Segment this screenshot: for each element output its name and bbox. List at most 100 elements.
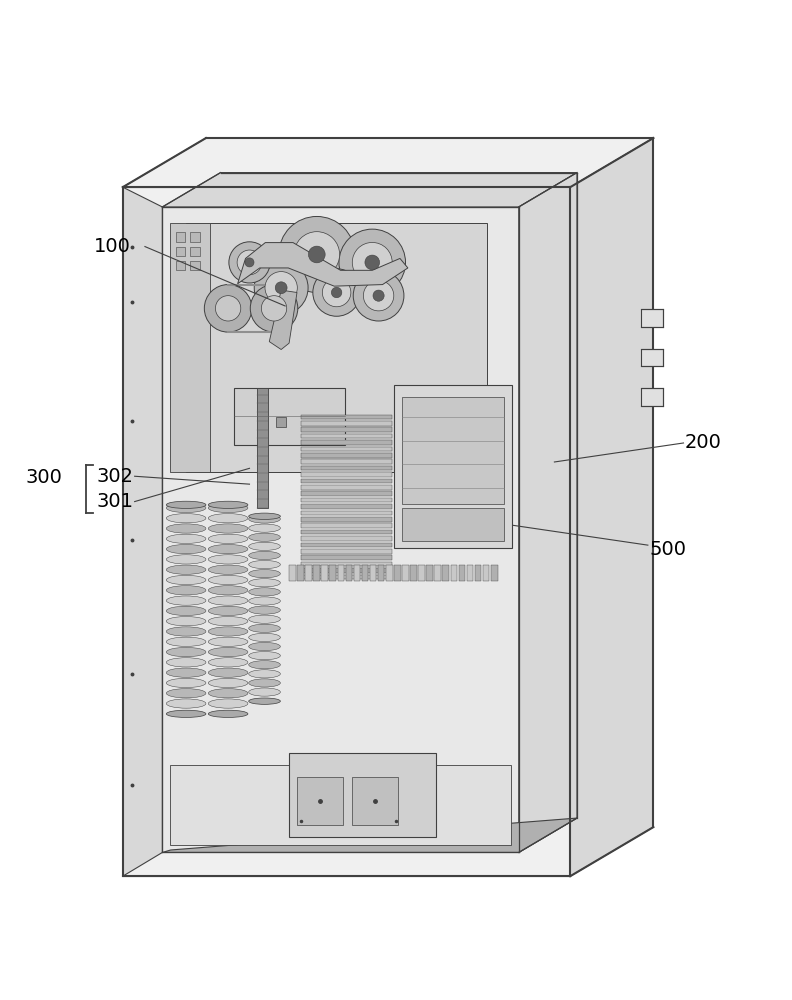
Text: 100: 100 — [93, 237, 131, 256]
Ellipse shape — [208, 575, 248, 585]
Ellipse shape — [249, 515, 280, 523]
Bar — [301, 575, 392, 579]
Bar — [257, 388, 268, 508]
Ellipse shape — [166, 699, 206, 708]
Polygon shape — [641, 388, 663, 406]
Bar — [301, 568, 392, 573]
Bar — [301, 472, 392, 477]
Bar — [402, 565, 409, 581]
Bar — [301, 491, 392, 496]
Bar — [352, 777, 398, 825]
Bar — [297, 565, 304, 581]
Ellipse shape — [166, 596, 206, 605]
Polygon shape — [641, 349, 663, 366]
Bar — [301, 549, 392, 554]
Bar — [434, 565, 441, 581]
Bar — [402, 508, 504, 541]
Bar — [301, 543, 392, 547]
Polygon shape — [641, 309, 663, 327]
Ellipse shape — [166, 544, 206, 554]
Ellipse shape — [208, 689, 248, 698]
Ellipse shape — [208, 606, 248, 616]
Ellipse shape — [166, 689, 206, 698]
Circle shape — [339, 229, 406, 296]
Bar — [289, 565, 295, 581]
Polygon shape — [162, 818, 577, 852]
Circle shape — [322, 278, 351, 307]
Ellipse shape — [208, 534, 248, 543]
Ellipse shape — [249, 560, 280, 569]
Circle shape — [313, 269, 360, 316]
Bar — [402, 397, 504, 504]
Ellipse shape — [208, 658, 248, 667]
Ellipse shape — [166, 524, 206, 533]
Ellipse shape — [208, 699, 248, 708]
Circle shape — [276, 282, 287, 294]
Polygon shape — [162, 207, 519, 852]
Polygon shape — [123, 138, 653, 187]
Ellipse shape — [166, 555, 206, 564]
Ellipse shape — [249, 551, 280, 560]
Bar — [301, 485, 392, 490]
Bar — [170, 223, 210, 472]
Bar — [451, 565, 457, 581]
Bar — [305, 565, 312, 581]
Bar — [234, 388, 345, 445]
Bar — [301, 421, 392, 426]
Bar — [190, 247, 200, 256]
Circle shape — [250, 285, 298, 332]
Ellipse shape — [249, 652, 280, 660]
Circle shape — [245, 258, 254, 267]
Bar — [443, 565, 449, 581]
Bar — [345, 565, 352, 581]
Text: 500: 500 — [649, 540, 687, 559]
Bar — [301, 440, 392, 445]
Ellipse shape — [249, 698, 280, 704]
Bar — [418, 565, 425, 581]
Circle shape — [229, 242, 270, 283]
Ellipse shape — [249, 624, 280, 632]
Ellipse shape — [208, 637, 248, 646]
Bar — [176, 247, 185, 256]
Ellipse shape — [166, 586, 206, 595]
Ellipse shape — [249, 679, 280, 687]
Ellipse shape — [208, 586, 248, 595]
Ellipse shape — [249, 597, 280, 605]
Bar — [301, 415, 392, 419]
Circle shape — [353, 270, 404, 321]
Circle shape — [279, 216, 355, 292]
Ellipse shape — [166, 617, 206, 626]
Circle shape — [261, 296, 287, 321]
Ellipse shape — [208, 501, 248, 508]
Bar — [301, 530, 392, 534]
Ellipse shape — [208, 668, 248, 677]
Ellipse shape — [249, 524, 280, 532]
Polygon shape — [162, 173, 577, 207]
Circle shape — [352, 242, 392, 282]
Bar — [362, 565, 368, 581]
Ellipse shape — [166, 606, 206, 616]
Bar — [301, 427, 392, 432]
Ellipse shape — [249, 661, 280, 669]
Bar — [170, 765, 511, 845]
Polygon shape — [123, 187, 162, 876]
Bar — [301, 453, 392, 458]
Bar — [289, 753, 436, 837]
Ellipse shape — [208, 627, 248, 636]
Bar — [190, 232, 200, 242]
Ellipse shape — [208, 544, 248, 554]
Ellipse shape — [166, 501, 206, 508]
Ellipse shape — [249, 606, 280, 614]
Ellipse shape — [208, 710, 248, 717]
Text: 200: 200 — [685, 433, 722, 452]
Ellipse shape — [249, 615, 280, 623]
Ellipse shape — [166, 637, 206, 646]
Ellipse shape — [166, 678, 206, 688]
Ellipse shape — [208, 503, 248, 513]
Ellipse shape — [166, 503, 206, 513]
Ellipse shape — [166, 534, 206, 543]
Ellipse shape — [208, 524, 248, 533]
Ellipse shape — [208, 555, 248, 564]
Bar — [394, 385, 512, 548]
Ellipse shape — [208, 678, 248, 688]
